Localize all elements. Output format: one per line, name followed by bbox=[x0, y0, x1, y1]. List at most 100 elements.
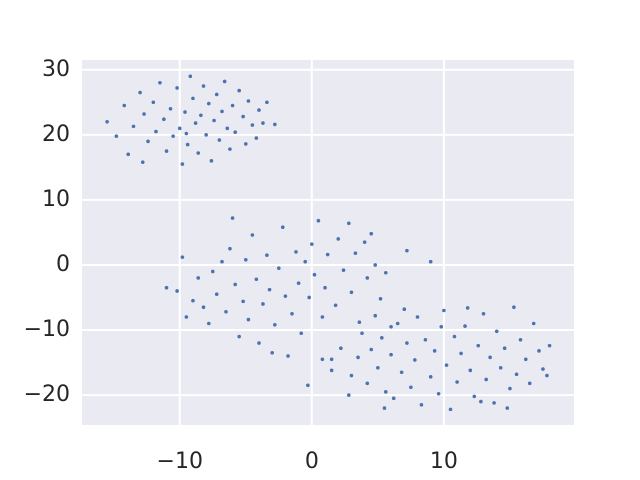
plot-area bbox=[82, 60, 574, 425]
point bbox=[514, 372, 519, 377]
point bbox=[376, 365, 380, 370]
point bbox=[158, 80, 162, 85]
point bbox=[209, 159, 214, 163]
point bbox=[439, 324, 444, 329]
point bbox=[175, 86, 179, 90]
point bbox=[307, 295, 311, 300]
point bbox=[320, 315, 325, 319]
point bbox=[257, 341, 261, 345]
point bbox=[246, 99, 251, 103]
point bbox=[237, 334, 241, 339]
point bbox=[349, 373, 354, 378]
point bbox=[365, 381, 370, 386]
point bbox=[444, 363, 449, 367]
y-tick-label: −20 bbox=[24, 382, 70, 407]
point bbox=[399, 370, 404, 375]
point bbox=[357, 320, 362, 325]
x-tick-label: 0 bbox=[305, 449, 319, 474]
point bbox=[369, 347, 374, 352]
point bbox=[250, 233, 255, 237]
point bbox=[290, 311, 294, 316]
point bbox=[175, 289, 179, 293]
point bbox=[257, 108, 261, 112]
point bbox=[373, 263, 378, 267]
point bbox=[373, 313, 378, 318]
point bbox=[196, 276, 201, 280]
point bbox=[241, 114, 245, 119]
point bbox=[347, 393, 351, 397]
point bbox=[508, 386, 512, 391]
point bbox=[237, 88, 241, 93]
point bbox=[547, 343, 552, 348]
point bbox=[360, 331, 364, 336]
point bbox=[206, 321, 211, 326]
point bbox=[476, 343, 481, 348]
point bbox=[527, 381, 532, 386]
point bbox=[277, 266, 281, 270]
point bbox=[405, 248, 409, 253]
point bbox=[382, 406, 387, 410]
point bbox=[265, 100, 269, 105]
point bbox=[184, 315, 189, 319]
point bbox=[523, 357, 528, 362]
point bbox=[180, 162, 185, 166]
point bbox=[353, 251, 358, 256]
point bbox=[196, 151, 201, 155]
point bbox=[185, 142, 190, 147]
point bbox=[505, 406, 510, 410]
point bbox=[140, 160, 145, 164]
point bbox=[329, 368, 334, 373]
point bbox=[294, 250, 298, 254]
point bbox=[356, 355, 360, 360]
point bbox=[502, 346, 507, 351]
point bbox=[349, 290, 354, 295]
point bbox=[494, 329, 499, 334]
y-tick-label: 10 bbox=[42, 187, 70, 212]
point bbox=[114, 134, 119, 138]
point bbox=[383, 270, 388, 275]
point bbox=[201, 84, 206, 88]
point bbox=[250, 123, 255, 127]
point bbox=[472, 394, 477, 399]
point bbox=[303, 259, 308, 264]
point bbox=[105, 120, 109, 124]
point bbox=[428, 375, 433, 379]
point bbox=[212, 118, 216, 123]
point bbox=[518, 337, 523, 342]
point bbox=[369, 231, 374, 236]
point bbox=[333, 303, 338, 308]
point bbox=[164, 285, 169, 290]
point bbox=[241, 299, 245, 304]
point bbox=[378, 296, 383, 301]
point bbox=[188, 74, 193, 79]
point bbox=[402, 307, 407, 311]
point bbox=[126, 152, 131, 157]
point bbox=[265, 253, 269, 257]
point bbox=[230, 216, 235, 220]
point bbox=[362, 240, 367, 244]
point bbox=[436, 391, 441, 396]
x-tick-label: 10 bbox=[430, 449, 458, 474]
point bbox=[280, 225, 285, 230]
point bbox=[442, 308, 446, 313]
point bbox=[183, 110, 187, 114]
point bbox=[413, 358, 417, 362]
point bbox=[224, 309, 228, 314]
point bbox=[168, 106, 173, 111]
point bbox=[261, 121, 265, 125]
point bbox=[310, 242, 314, 246]
point bbox=[199, 113, 203, 118]
point bbox=[299, 331, 304, 336]
point bbox=[146, 139, 150, 144]
point bbox=[246, 317, 251, 322]
point bbox=[162, 117, 166, 122]
point bbox=[389, 352, 393, 357]
point bbox=[306, 383, 310, 388]
point bbox=[228, 147, 232, 151]
point bbox=[380, 336, 384, 340]
point bbox=[214, 92, 219, 97]
y-tick-label: 30 bbox=[42, 57, 70, 82]
point bbox=[541, 367, 545, 371]
point bbox=[233, 130, 238, 135]
